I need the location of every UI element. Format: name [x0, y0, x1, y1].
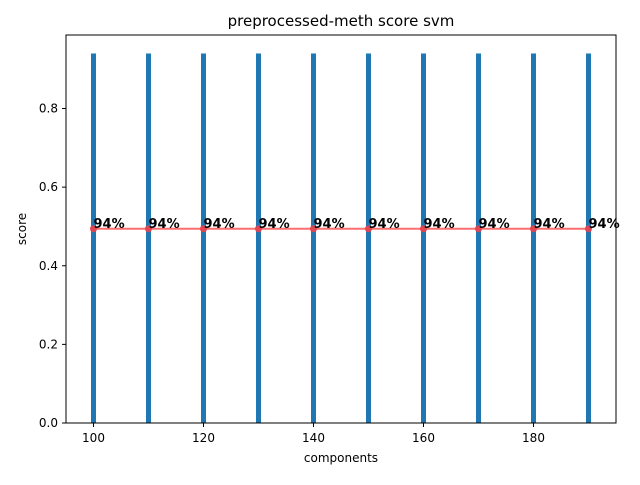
y-tick-label: 0.8 — [39, 102, 58, 116]
data-label: 94% — [314, 217, 345, 232]
y-tick-label: 0.4 — [39, 259, 58, 273]
x-tick-label: 140 — [302, 431, 325, 445]
line-layer — [89, 225, 593, 233]
y-tick-label: 0.0 — [39, 416, 58, 430]
data-label: 94% — [534, 217, 565, 232]
bar — [531, 53, 536, 423]
data-labels-layer: 94% 94% 94% 94% 94% 94% 94% 94% 94% 94% — [94, 217, 620, 232]
data-label: 94% — [259, 217, 290, 232]
line-point — [364, 225, 373, 233]
x-tick-label: 180 — [522, 431, 545, 445]
y-axis-ticks: 0.0 0.2 0.4 0.6 0.8 — [39, 102, 66, 430]
line-point — [89, 225, 98, 233]
line-point — [584, 225, 593, 233]
bar — [421, 53, 426, 423]
bar — [586, 53, 591, 423]
data-label: 94% — [479, 217, 510, 232]
x-tick-label: 120 — [192, 431, 215, 445]
line-point — [309, 225, 318, 233]
data-label: 94% — [204, 217, 235, 232]
line-point — [529, 225, 538, 233]
x-axis-label: components — [304, 451, 378, 465]
chart-title: preprocessed-meth score svm — [228, 12, 455, 30]
x-tick-label: 100 — [82, 431, 105, 445]
data-label: 94% — [369, 217, 400, 232]
line-point — [199, 225, 208, 233]
y-axis-label: score — [15, 213, 29, 245]
bar — [366, 53, 371, 423]
y-tick-label: 0.6 — [39, 180, 58, 194]
x-axis-ticks: 100 120 140 160 180 — [82, 423, 545, 445]
bar — [256, 53, 261, 423]
line-point — [254, 225, 263, 233]
bar — [146, 53, 151, 423]
bar — [91, 53, 96, 423]
data-label: 94% — [149, 217, 180, 232]
data-label: 94% — [424, 217, 455, 232]
plot-frame — [65, 34, 617, 424]
line-point — [419, 225, 428, 233]
bar — [311, 53, 316, 423]
y-tick-label: 0.2 — [39, 337, 58, 351]
bar — [201, 53, 206, 423]
line-point — [144, 225, 153, 233]
data-label: 94% — [94, 217, 125, 232]
data-label: 94% — [589, 217, 620, 232]
bar — [476, 53, 481, 423]
bars-layer — [91, 53, 591, 423]
line-point — [474, 225, 483, 233]
x-tick-label: 160 — [412, 431, 435, 445]
